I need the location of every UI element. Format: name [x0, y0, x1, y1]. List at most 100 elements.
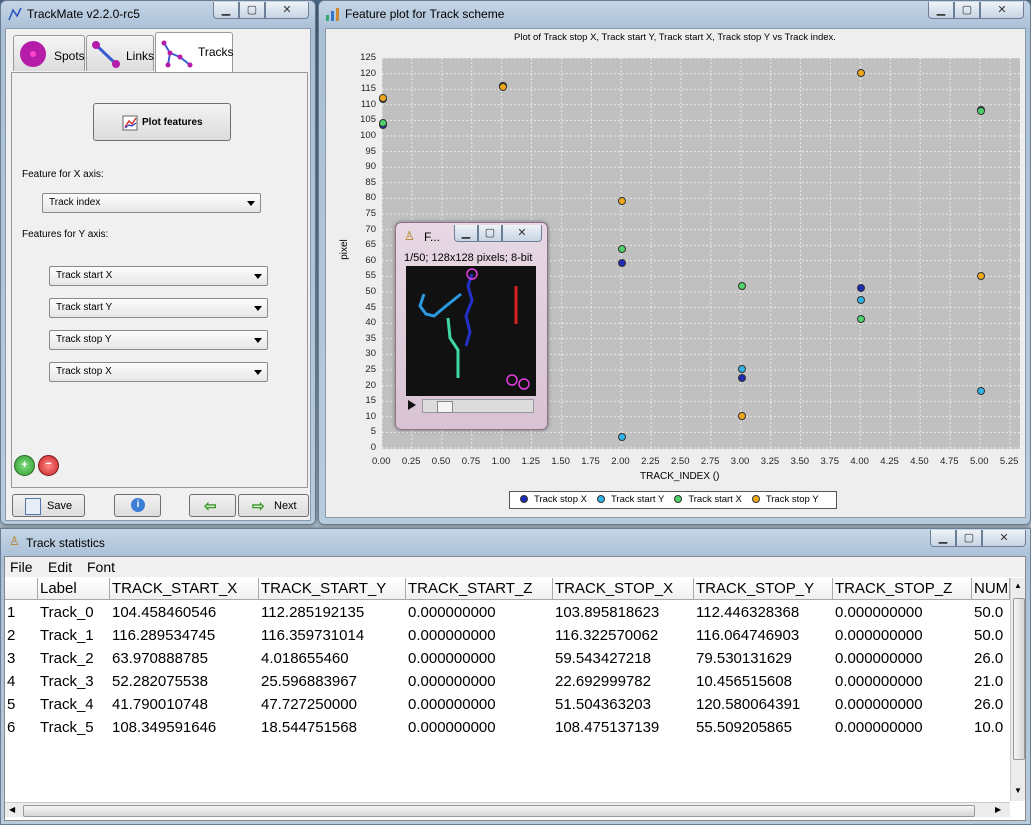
x-tick-label: 3.25 [760, 456, 780, 467]
legend-label: Track start X [688, 494, 742, 505]
y-feature-value: Track stop Y [56, 334, 112, 345]
tab-tracks[interactable]: Tracks [155, 32, 234, 73]
info-icon: i [131, 498, 145, 512]
y-feature-select-2[interactable]: Track start Y [49, 298, 268, 318]
menu-file[interactable]: File [10, 559, 33, 575]
add-feature-button[interactable]: + [14, 455, 35, 476]
data-point [737, 412, 746, 421]
info-button[interactable]: i [114, 494, 161, 517]
track-overlay [418, 268, 530, 390]
menu-edit[interactable]: Edit [48, 559, 73, 575]
menu-bar [5, 557, 1025, 577]
frame-slider[interactable] [422, 399, 534, 413]
data-point [977, 107, 985, 116]
y-tick-label: 80 [365, 192, 376, 204]
y-tick-label: 50 [365, 286, 376, 297]
column-header[interactable]: TRACK_START_Z [406, 578, 553, 600]
tracks-icon [161, 40, 193, 68]
play-button[interactable] [408, 400, 416, 410]
y-tick-label: 20 [365, 379, 376, 391]
column-header[interactable]: TRACK_STOP_Z [833, 578, 972, 600]
close-button[interactable]: ✕ [982, 530, 1026, 547]
y-tick-label: 110 [360, 98, 376, 110]
x-tick-label: 2.75 [700, 456, 720, 467]
table-cell: 63.970888785 [112, 650, 208, 667]
y-feature-select-4[interactable]: Track stop X [49, 362, 268, 382]
minimize-button[interactable]: ▁ [930, 530, 956, 547]
trackmate-titlebar[interactable]: TrackMate v2.2.0-rc5 ▁ ▢ ✕ [1, 1, 315, 27]
scroll-thumb[interactable] [1013, 598, 1025, 760]
data-point [737, 281, 746, 290]
maximize-button[interactable]: ▢ [239, 2, 265, 19]
y-tick-label: 115 [360, 83, 376, 95]
tab-links-label: Links [126, 49, 155, 63]
scroll-down-arrow[interactable]: ▼ [1014, 786, 1022, 795]
tab-links[interactable]: Links [86, 35, 154, 71]
x-feature-value: Track index [49, 197, 101, 208]
slider-thumb[interactable] [437, 401, 453, 413]
vertical-scrollbar[interactable]: ▲ ▼ [1010, 578, 1025, 801]
close-button[interactable]: ✕ [502, 225, 542, 242]
table-cell: 5 [7, 696, 16, 713]
table-cell: 116.289534745 [112, 627, 216, 644]
minimize-button[interactable]: ▁ [928, 2, 954, 19]
legend: Track stop X Track start Y Track start X Tr… [509, 491, 837, 509]
maximize-button[interactable]: ▢ [956, 530, 982, 547]
column-header[interactable]: TRACK_STOP_X [553, 578, 694, 600]
previous-button[interactable]: ⇦ [189, 494, 236, 517]
minimize-button[interactable]: ▁ [454, 225, 478, 242]
save-button[interactable]: Save [12, 494, 85, 517]
x-feature-select[interactable]: Track index [42, 193, 261, 213]
table-cell: 10.456515608 [696, 673, 792, 690]
column-header[interactable]: TRACK_START_Y [259, 578, 406, 600]
tab-spots-label: Spots [54, 49, 85, 63]
minimize-button[interactable]: ▁ [213, 2, 239, 19]
chevron-down-icon [254, 274, 262, 279]
close-button[interactable]: ✕ [265, 2, 309, 19]
table-cell: 59.543427218 [555, 650, 651, 667]
next-button[interactable]: ⇨ Next [238, 494, 309, 517]
y-feature-select-1[interactable]: Track start X [49, 266, 268, 286]
scroll-left-arrow[interactable]: ◀ [9, 805, 16, 814]
plot-features-button[interactable]: Plot features [93, 103, 231, 141]
tab-spots[interactable]: Spots [13, 35, 85, 71]
column-header[interactable]: Label [38, 578, 110, 600]
y-tick-label: 5 [370, 426, 376, 438]
scroll-right-arrow[interactable]: ▶ [995, 805, 1002, 814]
data-point [737, 365, 746, 374]
y-feature-value: Track stop X [56, 366, 112, 377]
stats-titlebar[interactable]: ♙ Track statistics ▁ ▢ ✕ [1, 529, 1030, 555]
plot-window-title: Feature plot for Track scheme [345, 7, 505, 21]
stats-client [4, 556, 1026, 821]
scroll-up-arrow[interactable]: ▲ [1014, 581, 1022, 590]
image-canvas[interactable] [406, 266, 536, 396]
table-cell: 3 [7, 650, 16, 667]
menu-font[interactable]: Font [87, 559, 116, 575]
legend-label: Track stop Y [765, 494, 819, 505]
column-header[interactable]: TRACK_STOP_Y [694, 578, 833, 600]
close-button[interactable]: ✕ [980, 2, 1024, 19]
column-header[interactable]: NUM [972, 578, 1010, 600]
column-header[interactable] [5, 578, 38, 600]
image-window: ♙ F... ▁ ▢ ✕ 1/50; 128x128 pixels; 8-bit [395, 222, 548, 430]
table-cell: Track_0 [40, 604, 94, 621]
remove-feature-button[interactable]: − [38, 455, 59, 476]
table-cell: 2 [7, 627, 16, 644]
y-feature-select-3[interactable]: Track stop Y [49, 330, 268, 350]
tab-tracks-label: Tracks [198, 45, 234, 59]
table-cell: 1 [7, 604, 16, 621]
data-point [618, 432, 627, 441]
maximize-button[interactable]: ▢ [954, 2, 980, 19]
plot-titlebar[interactable]: Feature plot for Track scheme ▁ ▢ ✕ [319, 1, 1030, 27]
arrow-right-icon: ⇨ [252, 498, 265, 515]
chevron-down-icon [247, 201, 255, 206]
scroll-thumb[interactable] [23, 805, 975, 817]
y-axis-label: pixel [338, 239, 350, 260]
trackmate-title: TrackMate v2.2.0-rc5 [27, 7, 140, 21]
y-tick-label: 120 [360, 67, 376, 79]
maximize-button[interactable]: ▢ [478, 225, 502, 242]
image-titlebar[interactable]: ♙ F... ▁ ▢ ✕ [396, 223, 547, 249]
horizontal-scrollbar[interactable]: ◀ ▶ [5, 802, 1010, 817]
column-header[interactable]: TRACK_START_X [110, 578, 259, 600]
table-cell: 120.580064391 [696, 696, 801, 713]
